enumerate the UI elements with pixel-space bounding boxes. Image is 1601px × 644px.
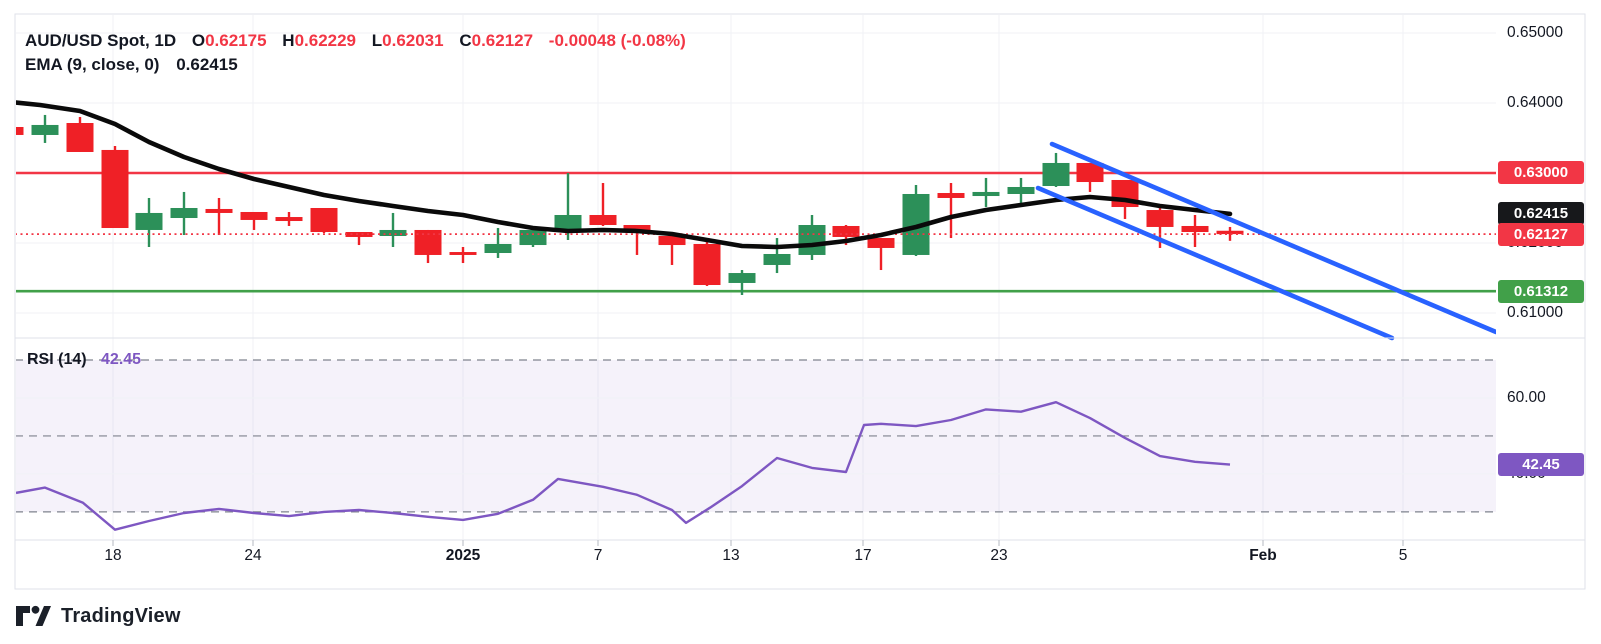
rsi-axis-label[interactable]: 60.00	[1507, 388, 1546, 406]
price-axis-label[interactable]: 0.65000	[1507, 23, 1564, 41]
ema-value: 0.62415	[176, 55, 238, 74]
price-axis-badge: 0.62415	[1498, 202, 1584, 225]
time-axis-label[interactable]: 17	[854, 547, 872, 564]
price-change: -0.00048 (-0.08%)	[548, 31, 686, 50]
ohlc-high: H0.62229	[282, 31, 357, 50]
candle-body	[170, 207, 198, 219]
price-axis-badge: 0.63000	[1498, 161, 1584, 184]
candle-body	[798, 225, 826, 255]
candle-body	[101, 149, 129, 229]
price-axis-label[interactable]: 0.61000	[1507, 304, 1564, 321]
trendline-channel-upper[interactable]	[1049, 141, 1496, 335]
candle-body	[867, 238, 895, 248]
rsi-band	[16, 360, 1496, 512]
candle-body	[484, 243, 512, 254]
candle-body	[589, 214, 617, 226]
time-axis-label[interactable]: 18	[104, 547, 122, 564]
candle-body	[519, 229, 547, 246]
candle-body	[449, 252, 477, 255]
plot-area[interactable]	[0, 14, 1496, 540]
ema-line[interactable]	[16, 100, 1233, 250]
ema-label: EMA (9, close, 0)	[25, 55, 160, 74]
candle-body	[240, 211, 268, 220]
time-axis-label[interactable]: 13	[722, 547, 740, 564]
candle-body	[972, 191, 1000, 197]
candle-body	[16, 126, 24, 135]
candle-body	[1181, 225, 1209, 233]
candle-body	[658, 235, 686, 246]
candle-body	[1007, 186, 1035, 194]
rsi-axis-badge: 42.45	[1498, 453, 1584, 476]
candle-body	[1216, 230, 1244, 235]
time-axis-label[interactable]: Feb	[1249, 547, 1277, 564]
candle-body	[554, 214, 582, 233]
time-axis-label[interactable]: 24	[244, 547, 262, 564]
candle-body	[66, 123, 94, 152]
candle-body	[205, 208, 233, 213]
rsi-legend[interactable]: RSI (14) 42.45	[27, 351, 141, 369]
candle-body	[275, 217, 303, 222]
candle-body	[310, 207, 338, 233]
candle-body	[1146, 210, 1174, 227]
tradingview-logo[interactable]: TradingView	[15, 602, 181, 630]
time-axis-label[interactable]: 2025	[445, 547, 481, 564]
candle-body	[379, 229, 407, 236]
symbol-title: AUD/USD Spot, 1D	[25, 31, 177, 50]
symbol-legend[interactable]: AUD/USD Spot, 1D O0.62175 H0.62229 L0.62…	[25, 31, 686, 51]
chart-frame	[14, 13, 1586, 590]
candle-body	[937, 193, 965, 198]
tradingview-logo-text: TradingView	[61, 604, 181, 627]
time-axis-label[interactable]: 5	[1398, 547, 1408, 564]
candle-body	[763, 253, 791, 265]
price-axis-badge: 0.62127	[1498, 223, 1584, 246]
ema-legend[interactable]: EMA (9, close, 0) 0.62415	[25, 55, 238, 75]
candle-body	[693, 243, 721, 286]
candle-body	[135, 212, 163, 230]
candle-body	[832, 225, 860, 237]
candle-body	[345, 232, 373, 237]
candle-body	[728, 273, 756, 283]
price-axis-badge: 0.61312	[1498, 280, 1584, 303]
tradingview-logo-icon	[16, 605, 51, 626]
ohlc-low: L0.62031	[371, 31, 444, 50]
ohlc-open: O0.62175	[191, 31, 267, 50]
rsi-line[interactable]	[16, 401, 1231, 531]
time-axis-label[interactable]: 7	[593, 547, 603, 564]
rsi-label: RSI (14)	[27, 351, 87, 368]
price-axis-label[interactable]: 0.64000	[1507, 93, 1564, 111]
candle-body	[1076, 162, 1104, 183]
rsi-value: 42.45	[101, 351, 142, 368]
candle-body	[623, 225, 651, 233]
trendline-channel-lower[interactable]	[1035, 185, 1395, 341]
candle-body	[31, 124, 59, 135]
time-axis-label[interactable]: 23	[990, 547, 1008, 564]
candle-body	[1042, 162, 1070, 187]
ohlc-close: C0.62127	[459, 31, 534, 50]
